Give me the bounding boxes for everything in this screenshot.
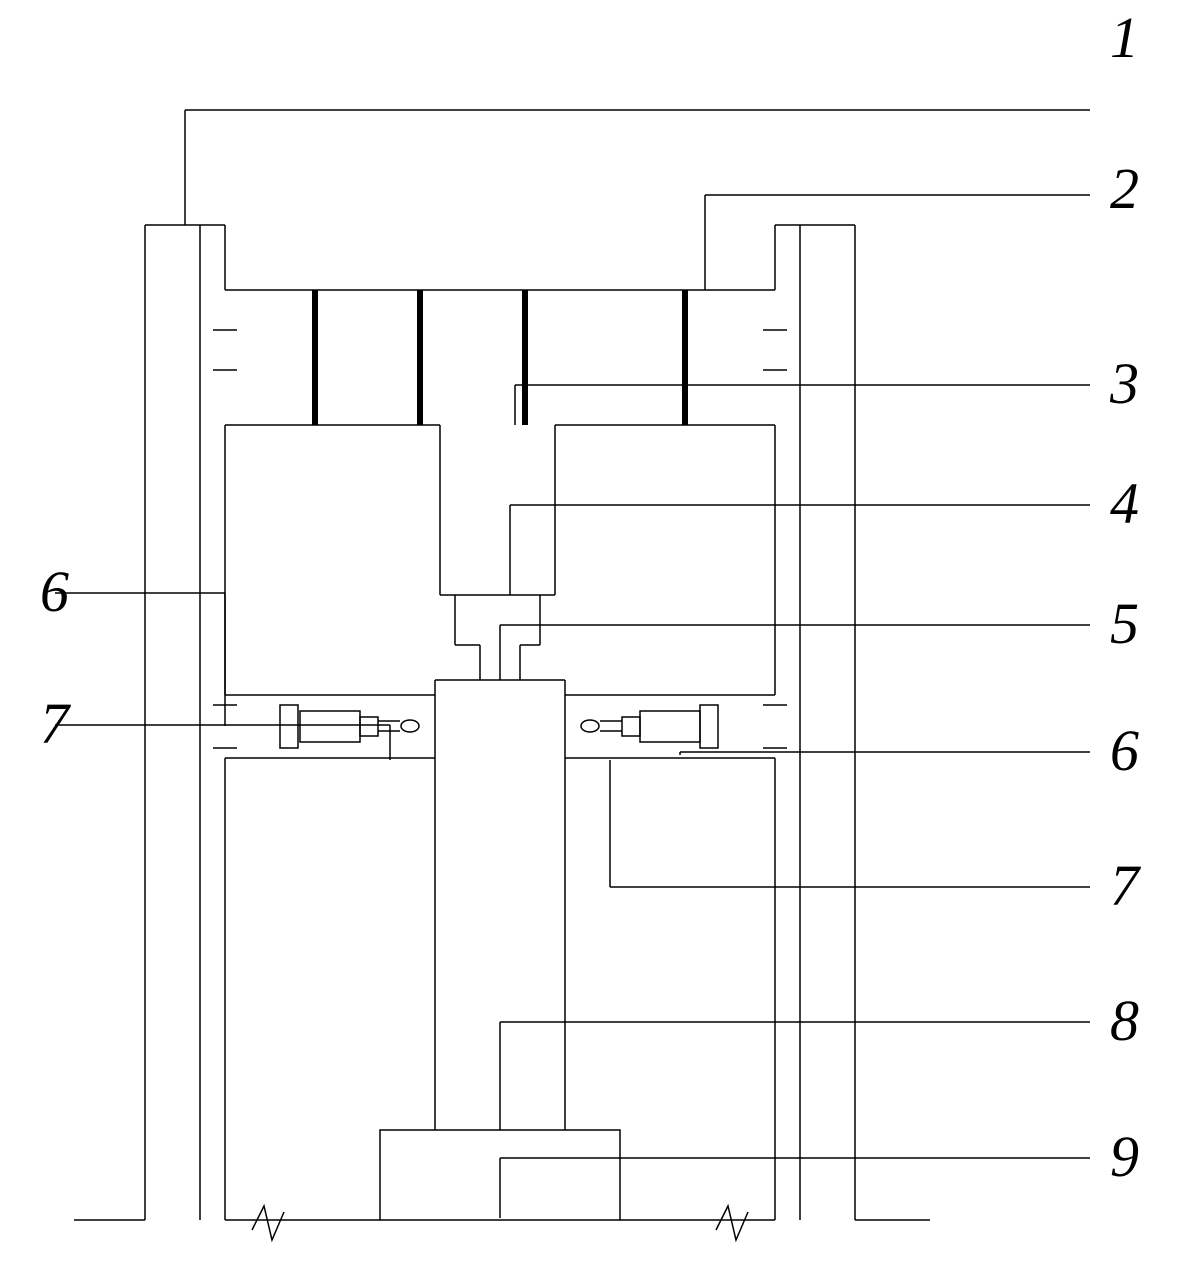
diagram-svg xyxy=(0,0,1198,1273)
label-right-7: 7 xyxy=(1110,852,1139,919)
diagram-canvas: 6 7 1 2 3 4 5 6 7 8 9 xyxy=(0,0,1198,1273)
label-left-6: 6 xyxy=(40,558,69,625)
label-right-1: 1 xyxy=(1110,4,1139,71)
label-right-2: 2 xyxy=(1110,155,1139,222)
label-right-8: 8 xyxy=(1110,987,1139,1054)
label-right-3: 3 xyxy=(1110,350,1139,417)
label-right-9: 9 xyxy=(1110,1123,1139,1190)
label-left-7: 7 xyxy=(40,690,69,757)
label-right-6: 6 xyxy=(1110,717,1139,784)
label-right-5: 5 xyxy=(1110,590,1139,657)
label-right-4: 4 xyxy=(1110,470,1139,537)
